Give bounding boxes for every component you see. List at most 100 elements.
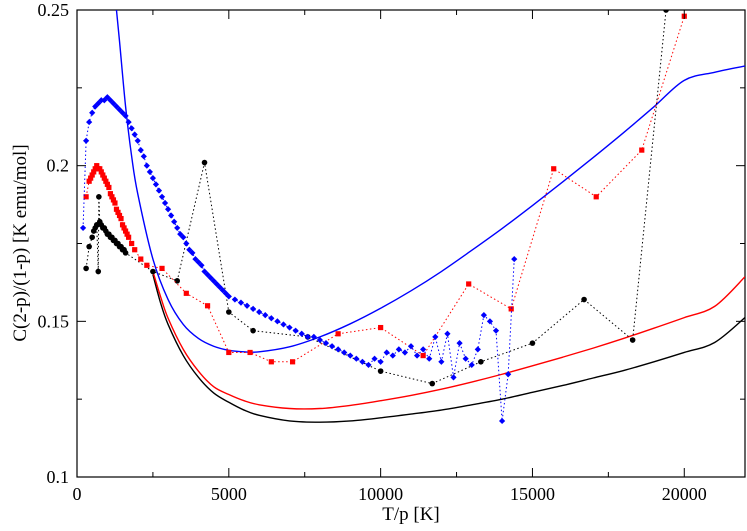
data-point-black [250, 327, 256, 334]
data-point-blue [161, 199, 169, 207]
data-point-blue [198, 262, 205, 269]
data-point-red [86, 178, 92, 184]
x-tick-label: 15000 [510, 484, 555, 504]
data-point-red [204, 303, 211, 309]
data-point-blue [438, 358, 445, 365]
data-point-red [98, 169, 104, 175]
data-point-blue [462, 355, 469, 362]
data-point-black [86, 243, 92, 250]
data-point-red [466, 281, 472, 287]
data-point-blue [183, 240, 190, 247]
data-point-blue [125, 118, 132, 126]
data-point-blue [131, 131, 138, 138]
data-point-blue [164, 206, 172, 213]
data-point-red [126, 234, 132, 240]
data-point-blue [328, 343, 336, 350]
data-point-blue [86, 118, 93, 126]
plot-frame [76, 9, 746, 478]
data-point-red [116, 212, 123, 219]
data-point-blue [158, 193, 166, 200]
data-point-red [119, 222, 126, 228]
data-point-red [159, 265, 165, 272]
data-point-blue [101, 97, 108, 104]
y-tick-label: 0.25 [38, 0, 70, 20]
data-point-black [226, 309, 232, 315]
data-point-blue [444, 330, 451, 337]
data-point-blue [201, 268, 208, 275]
data-point-blue [377, 358, 384, 365]
data-point-black [95, 268, 102, 275]
data-point-blue [140, 153, 147, 160]
data-point-blue [128, 125, 135, 132]
data-point-red [112, 200, 118, 206]
data-point-blue [274, 318, 281, 325]
data-point-red [378, 324, 384, 331]
data-point-blue [322, 340, 330, 347]
data-point-blue [420, 346, 427, 353]
data-point-blue [262, 312, 269, 319]
data-point-black [150, 268, 156, 275]
data-point-blue [137, 147, 144, 154]
fit-curve-ff0000 [152, 271, 745, 410]
data-point-blue [456, 340, 463, 347]
series-connector-0000ff [82, 96, 515, 422]
data-point-blue [505, 371, 512, 378]
data-point-red [122, 228, 129, 234]
data-point-red [94, 163, 100, 169]
data-point-blue [347, 352, 354, 359]
data-point-blue [395, 346, 402, 353]
data-point-red [100, 172, 106, 178]
data-point-black [96, 194, 102, 200]
data-point-blue [292, 327, 299, 334]
data-point-black [201, 159, 208, 166]
data-point-black [478, 359, 484, 365]
data-point-red [639, 147, 645, 153]
data-point-black [89, 234, 95, 241]
data-point-blue [89, 109, 96, 116]
data-point-blue [365, 361, 372, 369]
data-point-blue [316, 336, 324, 344]
data-point-black [529, 340, 536, 346]
data-point-red [183, 290, 189, 296]
data-point-blue [413, 352, 421, 359]
y-tick-label: 0.2 [47, 156, 70, 176]
data-point-blue [189, 249, 196, 256]
data-point-blue [511, 255, 518, 263]
y-tick-label: 0.15 [38, 311, 70, 331]
data-point-red [107, 191, 113, 197]
data-point-blue [237, 299, 245, 306]
data-point-black [663, 10, 669, 13]
data-point-red [226, 349, 232, 356]
data-point-blue [498, 417, 506, 425]
y-tick-label: 0.1 [47, 467, 70, 487]
data-point-blue [480, 312, 487, 319]
data-point-blue [450, 374, 457, 381]
data-point-red [420, 352, 426, 359]
x-tick-label: 20000 [662, 484, 707, 504]
data-point-red [129, 240, 135, 247]
data-point-blue [383, 349, 390, 356]
data-point-red [91, 169, 97, 175]
data-point-blue [83, 137, 90, 144]
data-point-blue [371, 355, 378, 362]
data-point-blue [149, 175, 157, 182]
x-tick-label: 0 [73, 484, 82, 504]
data-point-blue [310, 333, 317, 340]
data-point-blue [174, 224, 181, 232]
data-point-red [132, 247, 138, 253]
data-point-black [629, 337, 636, 343]
data-point-red [88, 175, 94, 181]
data-point-black [122, 250, 129, 256]
data-point-blue [492, 327, 500, 334]
series-connector-000000 [85, 10, 667, 385]
data-point-blue [474, 346, 481, 353]
data-point-red [118, 215, 124, 222]
data-point-blue [389, 352, 396, 359]
data-point-blue [231, 296, 238, 303]
data-point-blue [225, 293, 232, 300]
data-point-red [83, 194, 89, 200]
data-point-red [97, 166, 103, 172]
data-point-blue [468, 361, 475, 369]
data-point-black [377, 368, 384, 374]
